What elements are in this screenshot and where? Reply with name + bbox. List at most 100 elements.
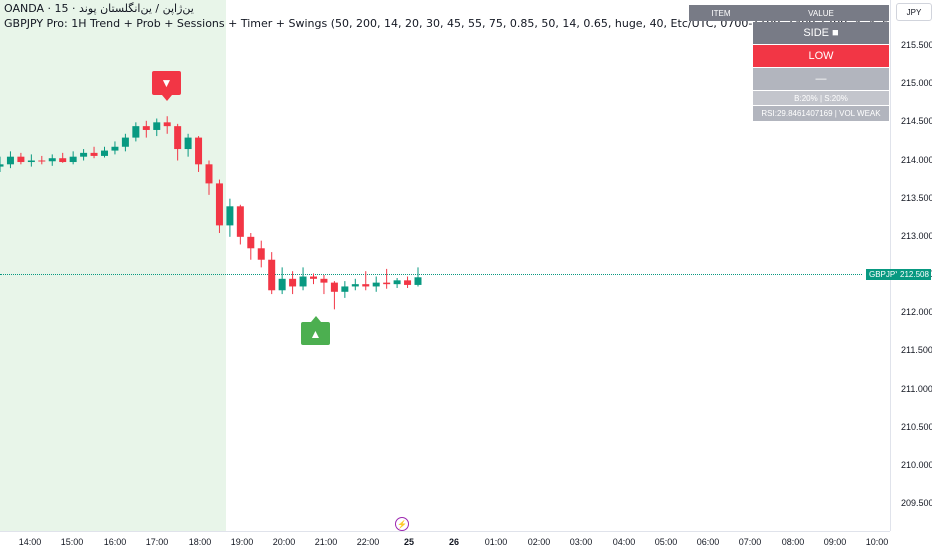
candle (351, 278, 359, 291)
candle (236, 204, 244, 245)
candle (341, 281, 349, 298)
price-label: 209.500 (901, 498, 932, 508)
time-label: 20:00 (272, 537, 296, 547)
candle (163, 116, 171, 134)
time-label: 04:00 (612, 537, 636, 547)
last-price-tag: 212.508 (897, 269, 931, 280)
time-label: 06:00 (696, 537, 720, 547)
time-label: 10:00 (865, 537, 889, 547)
candle (404, 276, 412, 288)
currency-button[interactable]: JPY (896, 3, 932, 21)
candle (174, 123, 182, 161)
table-row-session: — (753, 68, 889, 90)
time-label: 08:00 (781, 537, 805, 547)
time-label: 22:00 (356, 537, 380, 547)
time-label: 25 (403, 537, 415, 547)
last-price-line (0, 274, 862, 275)
table-row-probability: LOW (753, 45, 889, 67)
time-label: 03:00 (569, 537, 593, 547)
time-label: 18:00 (188, 537, 212, 547)
candle (132, 122, 140, 142)
candle (90, 146, 98, 159)
candle (0, 156, 4, 172)
time-label: 01:00 (484, 537, 508, 547)
symbol-title: OANDA · 15 · ین‌ژاپن / ین‌انگلستان پوند (4, 2, 194, 15)
price-label: 215.500 (901, 40, 932, 50)
candle (289, 271, 297, 295)
candle (111, 141, 119, 155)
time-label: 17:00 (145, 537, 169, 547)
price-axis[interactable]: JPY (890, 0, 932, 531)
candlestick-series (0, 116, 422, 310)
table-header-item: ITEM (689, 5, 753, 21)
candle (310, 273, 317, 285)
candle (372, 276, 380, 292)
price-label: 210.500 (901, 421, 932, 432)
candle (226, 198, 234, 237)
sell-signal-marker: ▼ (152, 71, 181, 95)
buy-marker-pointer (311, 316, 321, 322)
price-label: 215.000 (901, 78, 932, 89)
candle (383, 268, 391, 289)
sell-arrow-icon: ▼ (160, 76, 173, 90)
candle (121, 133, 129, 152)
table-header-value: VALUE (753, 5, 889, 21)
candle (257, 240, 265, 268)
candle (27, 154, 35, 167)
time-label: 05:00 (654, 537, 678, 547)
price-label: 214.000 (901, 154, 932, 165)
candle (299, 267, 307, 291)
time-label: 16:00 (103, 537, 127, 547)
time-label: 09:00 (823, 537, 847, 547)
candle (80, 149, 88, 161)
candle (195, 136, 203, 172)
time-label: 21:00 (314, 537, 338, 547)
candle (184, 133, 192, 157)
candle (153, 118, 161, 137)
candle (393, 278, 401, 288)
candle (101, 146, 108, 158)
time-label: 15:00 (60, 537, 84, 547)
info-table: ITEM VALUE SIDE ■ LOW — B:20% | S:20% RS… (689, 5, 889, 121)
time-label: 07:00 (738, 537, 762, 547)
candle (59, 152, 67, 163)
time-label: 14:00 (18, 537, 42, 547)
candle (17, 152, 25, 165)
time-label: 19:00 (230, 537, 254, 547)
candle (69, 151, 77, 165)
price-label: 213.500 (901, 192, 932, 203)
price-label: 214.500 (901, 116, 932, 127)
time-axis[interactable] (0, 531, 890, 551)
candle (362, 271, 370, 291)
buy-arrow-icon: ▲ (309, 326, 322, 341)
symbol-price-tag: GBPJPY (866, 269, 904, 280)
price-label: 212.000 (901, 307, 932, 318)
time-label: 26 (448, 537, 460, 547)
price-label: 211.000 (901, 383, 932, 394)
time-label: 02:00 (527, 537, 551, 547)
candle (6, 151, 14, 169)
candle (215, 179, 223, 234)
price-label: 210.000 (901, 459, 932, 470)
candle (247, 233, 255, 260)
candle (142, 120, 150, 138)
candle (48, 154, 56, 166)
candle (330, 281, 338, 310)
candle (278, 267, 286, 295)
candle (205, 160, 213, 195)
price-label: 213.000 (901, 230, 932, 241)
price-label: 211.500 (901, 345, 932, 356)
indicator-title: GBPJPY Pro: 1H Trend + Prob + Sessions +… (4, 17, 901, 30)
sell-marker-pointer (162, 95, 172, 101)
buy-signal-marker: ▲ (301, 322, 330, 345)
candle (414, 267, 422, 287)
session-highlight (0, 0, 226, 531)
table-row-rsi-volume: RSI:29.8461407169 | VOL WEAK (753, 106, 889, 121)
candle (320, 275, 328, 295)
candle (38, 155, 46, 165)
table-row-bias: B:20% | S:20% (753, 91, 889, 105)
table-row-trend: SIDE ■ (753, 22, 889, 44)
candle (268, 252, 276, 295)
lightning-icon[interactable]: ⚡ (395, 517, 409, 531)
